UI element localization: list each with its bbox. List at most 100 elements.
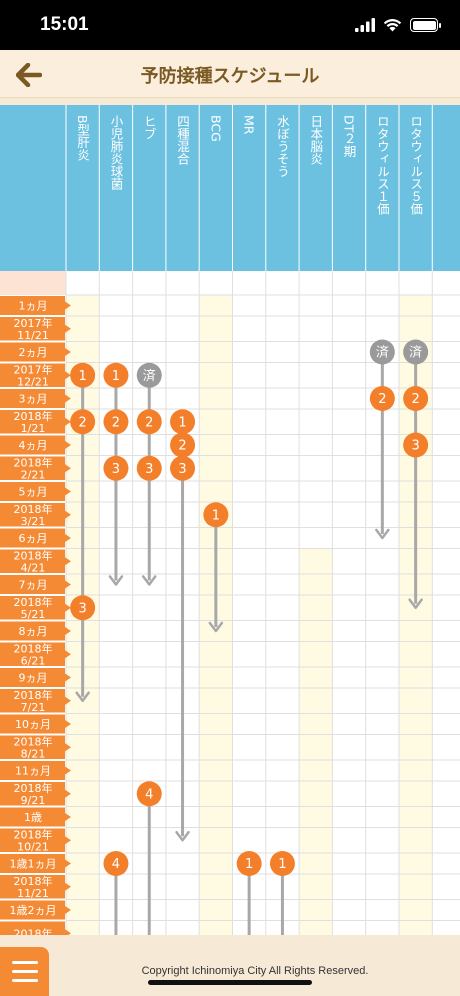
row-label-tag <box>0 875 71 899</box>
dose-circle <box>136 781 162 807</box>
dose-marker[interactable]: 1 <box>236 851 262 876</box>
label-line: 4/21 <box>21 562 46 575</box>
dose-label: 1 <box>278 857 286 872</box>
dose-marker[interactable]: 1 <box>103 362 129 388</box>
dose-circle <box>103 362 129 388</box>
label-line: 7ヵ月 <box>19 579 48 592</box>
label-line: 1歳1ヵ月 <box>10 858 57 871</box>
dose-marker[interactable]: 3 <box>136 455 162 481</box>
date-label: 2017年 11/21 <box>14 316 53 342</box>
column-header-label[interactable]: ロタウィルス１価 <box>375 115 390 215</box>
status-bar: 15:01 <box>0 0 460 50</box>
dose-label: 1 <box>178 415 186 430</box>
date-label: 2018年 6/21 <box>14 642 53 668</box>
age-label: 5ヵ月 <box>19 486 48 499</box>
dose-circle <box>203 502 229 528</box>
row-label-tag <box>0 528 71 548</box>
row-label-tag <box>0 900 71 920</box>
row-label-tag <box>0 921 71 935</box>
dose-marker[interactable]: 2 <box>403 386 429 411</box>
column-header-label[interactable]: 小児肺炎球菌 <box>108 115 123 191</box>
menu-button[interactable] <box>0 947 49 996</box>
label-line: 2018年 <box>14 828 53 842</box>
column-header-label[interactable]: BCG <box>208 115 223 142</box>
dose-label: 1 <box>245 857 253 872</box>
dose-circle <box>403 339 429 365</box>
dose-marker[interactable]: 1 <box>170 409 196 435</box>
date-label: 2018年 7/21 <box>14 688 53 714</box>
row-label-tag <box>0 435 71 455</box>
dose-done-marker[interactable]: 済 <box>369 339 395 365</box>
period-arrowhead <box>108 575 124 586</box>
period-arrowhead <box>375 528 390 540</box>
dose-marker[interactable]: 3 <box>403 432 429 458</box>
row-label-tag <box>0 714 71 734</box>
dose-circle <box>70 409 96 435</box>
period-arrowhead <box>408 598 423 609</box>
dose-circle <box>103 455 129 481</box>
column-header-label[interactable]: 日本脳炎 <box>308 115 323 165</box>
row-label-tag <box>0 389 71 408</box>
column-header-label[interactable]: B型肝炎 <box>75 115 90 161</box>
schedule-grid[interactable]: B型肝炎 小児肺炎球菌 ヒブ 四種混合 BCG MR 水ぼうそう 日本脳炎 DT２期 ロタウィルス… <box>0 105 460 935</box>
column-header-label[interactable]: 四種混合 <box>175 115 190 165</box>
column-header-label[interactable]: DT２期 <box>342 115 357 158</box>
nav-bar: 予防接種スケジュール <box>0 50 460 98</box>
row-label-tag <box>0 689 71 713</box>
dose-marker[interactable]: 2 <box>70 409 96 435</box>
label-line: 2018年 <box>14 781 53 795</box>
column-header-label[interactable]: 水ぼうそう <box>275 115 290 178</box>
dose-marker[interactable]: 3 <box>103 455 129 481</box>
label-line: 11/21 <box>17 887 49 900</box>
dose-marker[interactable]: 2 <box>103 409 129 435</box>
age-label: 1歳1ヵ月 <box>10 858 57 871</box>
row-label-tag <box>0 575 71 594</box>
dose-circle <box>403 432 429 458</box>
label-line: 9ヵ月 <box>19 672 48 685</box>
dose-done-marker[interactable]: 済 <box>136 362 162 388</box>
age-label: 1歳 <box>24 811 42 824</box>
label-line: 5/21 <box>21 608 46 621</box>
dose-circle <box>70 595 96 621</box>
period-arrowhead <box>175 831 190 842</box>
dose-label: 2 <box>378 392 386 407</box>
dose-marker[interactable]: 3 <box>170 455 196 481</box>
dose-marker[interactable]: 2 <box>136 409 162 435</box>
dose-label: 1 <box>212 508 220 523</box>
highlight-column <box>299 548 333 935</box>
row-label-tag <box>0 363 71 387</box>
dose-circle <box>170 409 196 435</box>
label-line: 9/21 <box>21 794 46 807</box>
row-label-tag <box>0 735 71 759</box>
dose-label: 1 <box>112 369 120 384</box>
column-header-label[interactable]: MR <box>242 115 257 135</box>
status-time: 15:01 <box>40 14 89 35</box>
dose-marker[interactable]: 2 <box>369 386 395 411</box>
label-line: 2018年 <box>14 688 53 702</box>
date-label: 2018年 10/21 <box>14 828 53 854</box>
dose-marker[interactable]: 3 <box>70 595 96 621</box>
age-label: 11ヵ月 <box>15 765 51 778</box>
dose-marker[interactable]: 4 <box>103 851 129 876</box>
label-line: 8ヵ月 <box>19 625 48 638</box>
dose-circle <box>70 362 96 388</box>
label-line: 6/21 <box>21 655 46 668</box>
label-line: 2018年 <box>14 874 53 888</box>
label-line: 8/21 <box>21 748 46 761</box>
dose-done-marker[interactable]: 済 <box>403 339 429 365</box>
dose-circle <box>103 409 129 435</box>
label-line: 2017年 <box>14 316 53 330</box>
copyright-text: Copyright Ichinomiya City All Rights Res… <box>141 965 369 977</box>
dose-marker[interactable]: 1 <box>203 502 229 528</box>
dose-marker[interactable]: 1 <box>269 851 295 876</box>
dose-marker[interactable]: 1 <box>70 362 96 388</box>
column-header-label[interactable]: ヒブ <box>142 115 157 140</box>
dose-label: 2 <box>112 415 120 430</box>
dose-circle <box>136 409 162 435</box>
back-button[interactable] <box>12 58 46 92</box>
dose-marker[interactable]: 4 <box>136 781 162 807</box>
label-line: 2018年 <box>14 926 53 935</box>
column-header-label[interactable]: ロタウィルス５価 <box>408 115 423 215</box>
dose-label: 4 <box>145 787 153 802</box>
dose-marker[interactable]: 2 <box>170 432 196 458</box>
